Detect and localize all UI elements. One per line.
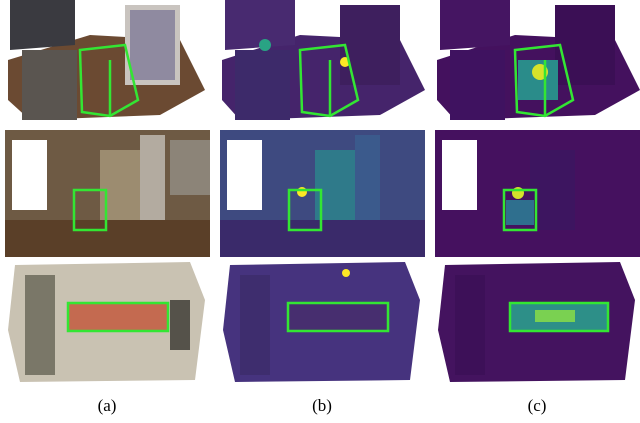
image-a3 bbox=[5, 262, 210, 385]
panel-label: (b) bbox=[312, 396, 332, 415]
figure: (a) (b) (c) bbox=[0, 0, 640, 423]
image-c3 bbox=[435, 262, 640, 385]
image-c1 bbox=[435, 0, 640, 125]
image-b2 bbox=[220, 130, 425, 257]
panel-label: (a) bbox=[98, 396, 117, 415]
panel-label: (c) bbox=[528, 396, 547, 415]
image-b3 bbox=[220, 262, 425, 385]
image-b1 bbox=[220, 0, 425, 125]
image-a1 bbox=[5, 0, 210, 125]
image-c2 bbox=[435, 130, 640, 257]
image-a2 bbox=[5, 130, 210, 257]
